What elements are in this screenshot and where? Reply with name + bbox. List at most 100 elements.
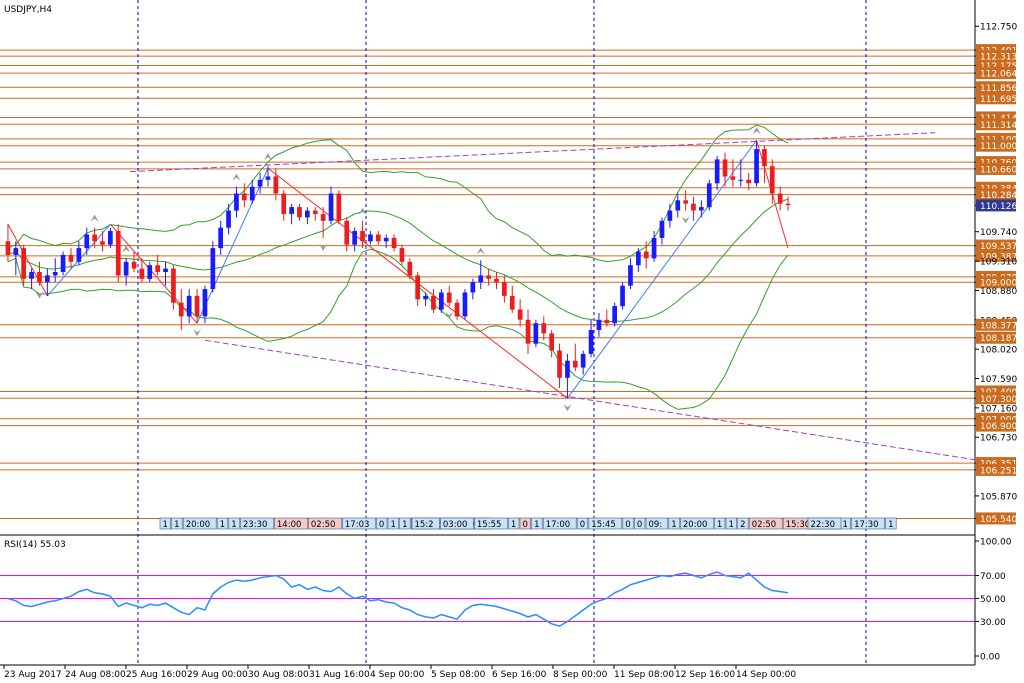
candle-body-2 [21, 248, 26, 279]
level-price-label-17: 109.537 [980, 242, 1017, 252]
candle-body-79 [628, 265, 633, 286]
rsi-label-2: 50.00 [980, 595, 1006, 605]
session-tag-box [885, 517, 897, 530]
candle-body-73 [580, 353, 586, 368]
price-label-26: 108.020 [980, 346, 1017, 356]
candle-body-94 [746, 179, 751, 184]
candle-body-1 [13, 248, 19, 255]
time-label-5: 31 Aug 16:00 [309, 670, 370, 680]
level-price-badge-6 [976, 92, 1016, 105]
candle-body-22 [178, 302, 184, 317]
horizontal-levels [0, 49, 975, 519]
candle-body-38 [305, 210, 310, 218]
candle-body-6 [52, 272, 58, 276]
candle-body-88 [699, 207, 704, 211]
candle-body-30 [242, 193, 247, 201]
candle-body-37 [297, 207, 302, 218]
session-tag-4: 1 [228, 517, 240, 530]
candle-body-42 [336, 193, 342, 221]
rsi-label-1: 70.00 [980, 572, 1006, 582]
session-tag-box [308, 517, 342, 530]
candle-body-70 [557, 350, 562, 378]
level-price-label-35: 106.251 [980, 466, 1017, 476]
trend-lines [129, 132, 976, 461]
session-tag-0: 1 [159, 517, 171, 530]
session-tag-text: 15:55 [477, 520, 502, 530]
candle-body-27 [218, 227, 223, 249]
session-tag-box [725, 517, 737, 530]
session-tag-box [634, 517, 646, 530]
session-tag-28: 20:00 [680, 517, 714, 530]
time-label-7: 5 Sep 08:00 [431, 670, 486, 680]
time-axis[interactable]: 23 Aug 2017 24 Aug 08:00 25 Aug 16:00 29 Au… [3, 665, 796, 680]
candle-body-0 [5, 241, 11, 255]
candle-body-84 [667, 210, 673, 221]
candle-body-65 [517, 309, 523, 320]
level-price-label-2: 112.313 [980, 53, 1017, 63]
session-tag-6: 14:00 [274, 517, 308, 530]
fractal-down-arrow-10 [563, 404, 572, 412]
rsi-axis[interactable]: 100.00 70.00 50.00 30.00 0.00 [975, 538, 1012, 663]
price-label-16: 109.740 [980, 228, 1017, 238]
candle-body-32 [257, 179, 263, 187]
session-tag-36: 17:30 [851, 517, 885, 530]
candle-body-77 [612, 306, 617, 324]
candle-body-25 [202, 289, 208, 317]
fractal-up-arrow-7 [358, 207, 367, 215]
level-price-badge-2 [976, 50, 1016, 63]
time-label-12: 14 Sep 00:00 [736, 670, 796, 680]
candle-body-90 [714, 159, 720, 184]
price-label-19: 109.310 [980, 258, 1017, 268]
session-tag-box [159, 517, 171, 530]
level-price-badge-25 [976, 331, 1016, 344]
candle-body-34 [273, 176, 279, 194]
candle-body-3 [29, 272, 34, 279]
fractal-up-arrow-12 [752, 127, 761, 135]
session-tag-text: 1 [729, 520, 734, 530]
candle-body-40 [320, 214, 326, 221]
current-price-badge [976, 199, 1016, 212]
session-tag-text: 1 [671, 520, 676, 530]
candle-body-26 [210, 248, 216, 290]
time-label-4: 30 Aug 08:00 [248, 670, 309, 680]
candle-body-68 [541, 323, 547, 334]
time-label-1: 24 Aug 08:00 [65, 670, 126, 680]
session-tag-box [531, 517, 543, 530]
session-tag-text: 14:00 [277, 520, 302, 530]
rsi-indicator-label: RSI(14) 55.03 [4, 540, 66, 550]
time-label-2: 25 Aug 16:00 [126, 670, 187, 680]
candle-body-63 [502, 282, 507, 296]
price-label-36: 105.870 [980, 492, 1017, 502]
session-tag-text: 17:30 [854, 520, 879, 530]
session-tag-text: 1 [843, 520, 848, 530]
candle-body-10 [84, 234, 90, 249]
session-tag-text: 0 [523, 520, 528, 530]
session-tag-box [542, 517, 577, 530]
level-price-label-10: 111.000 [980, 142, 1017, 152]
session-tag-text: 1 [220, 520, 225, 530]
session-tag-text: 1 [163, 520, 168, 530]
level-price-badge-37 [976, 512, 1016, 525]
session-tag-26: 09: [645, 517, 669, 530]
rsi-line [7, 571, 789, 627]
fractal-down-arrow-11 [681, 216, 690, 224]
session-tag-38: 22:30 [807, 517, 842, 530]
session-tag-text: 22:30 [811, 520, 836, 530]
band-middle [7, 198, 789, 323]
session-tag-31: 2 [737, 517, 749, 530]
candle-body-89 [706, 183, 712, 208]
fractal-up-arrow-4 [232, 173, 241, 181]
level-price-label-12: 110.660 [980, 165, 1017, 175]
session-tag-37: 1 [885, 517, 897, 530]
candle-body-58 [462, 292, 468, 317]
price-axis[interactable]: 112.750112.401112.313112.175112.064111.8… [975, 23, 1017, 525]
session-tag-box [182, 517, 217, 530]
fractal-arrows [35, 127, 761, 412]
symbol-label: USDJPY,H4 [4, 5, 52, 15]
band-lower [7, 248, 789, 410]
candle-body-74 [588, 330, 594, 354]
session-tag-box [851, 517, 885, 530]
candle-body-92 [730, 176, 736, 180]
